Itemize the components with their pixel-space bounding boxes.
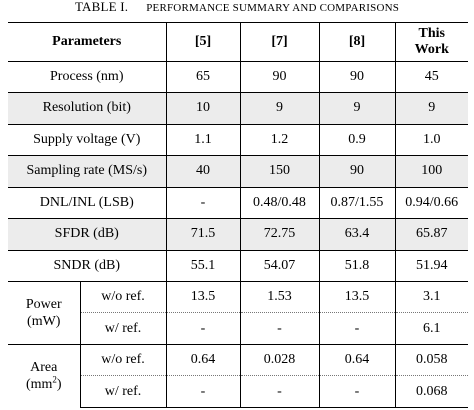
cell: 0.9 xyxy=(319,123,396,156)
cell: 90 xyxy=(319,155,396,188)
table-caption: TABLE I. PERFORMANCE SUMMARY AND COMPARIS… xyxy=(0,0,474,16)
cell: - xyxy=(240,312,320,345)
performance-table: Parameters [5] [7] [8] This Work Process … xyxy=(8,22,468,408)
sub-label: w/ ref. xyxy=(80,312,167,345)
row-group-label-power: Power (mW) xyxy=(8,280,81,345)
cell: 10 xyxy=(166,92,241,125)
header-ref-5: [5] xyxy=(166,22,241,62)
cell: 0.94/0.66 xyxy=(395,186,468,219)
table-header-row: Parameters [5] [7] [8] This Work xyxy=(8,22,468,62)
table-row: DNL/INL (LSB) - 0.48/0.48 0.87/1.55 0.94… xyxy=(8,186,468,219)
cell: 6.1 xyxy=(395,312,468,345)
row-label: Supply voltage (V) xyxy=(8,123,167,156)
cell: 0.64 xyxy=(166,343,241,376)
table-row: Sampling rate (MS/s) 40 150 90 100 xyxy=(8,155,468,188)
cell: 51.94 xyxy=(395,249,468,282)
table-row: Process (nm) 65 90 90 45 xyxy=(8,60,468,93)
table-row: SFDR (dB) 71.5 72.75 63.4 65.87 xyxy=(8,218,468,250)
cell: 71.5 xyxy=(166,218,241,250)
header-parameters: Parameters xyxy=(8,22,167,62)
cell: 0.64 xyxy=(319,343,396,376)
cell: 45 xyxy=(395,60,468,93)
cell: 0.87/1.55 xyxy=(319,186,396,219)
table-title: PERFORMANCE SUMMARY AND COMPARISONS xyxy=(146,2,400,14)
row-label: Resolution (bit) xyxy=(8,92,167,125)
row-label: Process (nm) xyxy=(8,60,167,93)
table-row: Supply voltage (V) 1.1 1.2 0.9 1.0 xyxy=(8,123,468,156)
cell: 13.5 xyxy=(166,280,241,313)
sub-label: w/ ref. xyxy=(80,375,167,408)
cell: 0.058 xyxy=(395,343,468,376)
cell: 0.028 xyxy=(240,343,320,376)
cell: 1.0 xyxy=(395,123,468,156)
cell: 13.5 xyxy=(319,280,396,313)
table-number: TABLE I. xyxy=(74,0,129,14)
cell: - xyxy=(240,375,320,408)
row-label: SFDR (dB) xyxy=(8,218,167,250)
cell: 9 xyxy=(395,92,468,125)
row-label: Sampling rate (MS/s) xyxy=(8,155,167,188)
cell: 90 xyxy=(240,60,320,93)
cell: - xyxy=(319,375,396,408)
table-row-area-without-ref: Area (mm2) w/o ref. 0.64 0.028 0.64 0.058 xyxy=(8,343,468,408)
cell: 72.75 xyxy=(240,218,320,250)
table-row-power-with-ref: w/ ref. - - - 6.1 xyxy=(8,312,468,345)
sub-label: w/o ref. xyxy=(80,280,167,313)
cell: 1.53 xyxy=(240,280,320,313)
sub-label: w/o ref. xyxy=(80,343,167,376)
row-label: DNL/INL (LSB) xyxy=(8,186,167,219)
cell: 90 xyxy=(319,60,396,93)
cell: 1.2 xyxy=(240,123,320,156)
cell: - xyxy=(319,312,396,345)
header-ref-7: [7] xyxy=(240,22,320,62)
cell: - xyxy=(166,186,241,219)
cell: 0.068 xyxy=(395,375,468,408)
cell: 65 xyxy=(166,60,241,93)
cell: 150 xyxy=(240,155,320,188)
row-label: SNDR (dB) xyxy=(8,249,167,282)
row-group-label-area: Area (mm2) xyxy=(8,343,81,408)
cell: 63.4 xyxy=(319,218,396,250)
table-row-power-without-ref: Power (mW) w/o ref. 13.5 1.53 13.5 3.1 xyxy=(8,280,468,345)
cell: 40 xyxy=(166,155,241,188)
cell: 54.07 xyxy=(240,249,320,282)
cell: 3.1 xyxy=(395,280,468,313)
cell: 0.48/0.48 xyxy=(240,186,320,219)
table-row-area-with-ref: w/ ref. - - - 0.068 xyxy=(8,375,468,408)
cell: 9 xyxy=(319,92,396,125)
cell: 1.1 xyxy=(166,123,241,156)
header-this-work: This Work xyxy=(395,22,468,62)
cell: 55.1 xyxy=(166,249,241,282)
cell: - xyxy=(166,312,241,345)
cell: 51.8 xyxy=(319,249,396,282)
cell: - xyxy=(166,375,241,408)
cell: 100 xyxy=(395,155,468,188)
cell: 65.87 xyxy=(395,218,468,250)
cell: 9 xyxy=(240,92,320,125)
header-ref-8: [8] xyxy=(319,22,396,62)
table-row: Resolution (bit) 10 9 9 9 xyxy=(8,92,468,125)
table-row: SNDR (dB) 55.1 54.07 51.8 51.94 xyxy=(8,249,468,282)
